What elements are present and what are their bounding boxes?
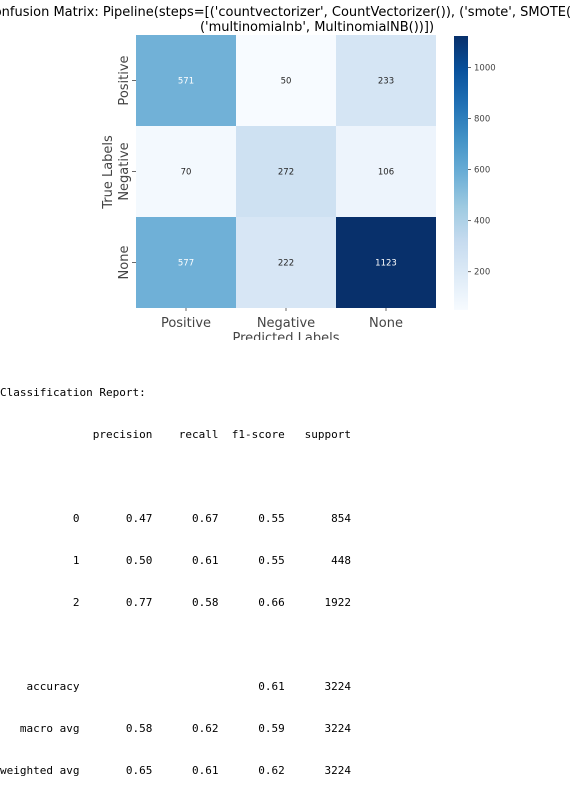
report-line: [0, 638, 570, 652]
colorbar-tick-label: 400: [474, 217, 490, 227]
report-heading: Classification Report:: [0, 386, 146, 399]
y-axis-label: True Labels: [101, 135, 116, 210]
heatmap-cell: [236, 217, 336, 308]
heatmap-cell-value: 272: [278, 168, 294, 178]
chart-title: Confusion Matrix: Pipeline(steps=[('coun…: [0, 5, 570, 20]
heatmap-cell-value: 222: [278, 259, 294, 269]
heatmap-cell: [336, 126, 436, 217]
x-tick-labels: Positive Negative None: [161, 308, 403, 331]
colorbar-tick-label: 800: [474, 114, 490, 124]
confusion-matrix-figure: Confusion Matrix: Pipeline(steps=[('coun…: [0, 5, 570, 340]
report-line: macro avg 0.58 0.62 0.59 3224: [0, 722, 351, 735]
heatmap-cells: 571 50 233 70 272 106 577 222 1123: [136, 35, 436, 308]
heatmap-cell-value: 106: [378, 168, 394, 178]
heatmap-cell: [336, 35, 436, 126]
x-tick-label: None: [369, 316, 403, 331]
heatmap-cell-value: 571: [178, 77, 194, 87]
report-line: weighted avg 0.65 0.61 0.62 3224: [0, 764, 351, 777]
y-tick-labels: Positive Negative None: [117, 55, 136, 279]
heatmap-cell-value: 70: [181, 168, 192, 178]
heatmap-cell-value: 577: [178, 259, 194, 269]
chart-title-line2: ('multinomialnb', MultinomialNB())]): [200, 20, 434, 35]
y-tick-label: Positive: [117, 55, 132, 105]
report-line: 1 0.50 0.61 0.55 448: [0, 554, 351, 567]
x-tick-label: Positive: [161, 316, 211, 331]
y-tick-label: None: [117, 246, 132, 280]
report-line: accuracy 0.61 3224: [0, 680, 351, 693]
colorbar-ticks: 200 400 600 800 1000: [468, 63, 496, 278]
y-tick-label: Negative: [117, 142, 132, 200]
colorbar: [454, 36, 468, 310]
classification-report: Classification Report: precision recall …: [0, 358, 570, 777]
heatmap-cell: [136, 35, 236, 126]
heatmap-cell: [236, 35, 336, 126]
colorbar-tick-label: 1000: [474, 63, 496, 73]
colorbar-tick-label: 600: [474, 166, 490, 176]
report-line: precision recall f1-score support: [0, 428, 351, 441]
heatmap-cell-value: 1123: [375, 259, 397, 269]
heatmap-cell: [136, 126, 236, 217]
heatmap-cell-value: 233: [378, 77, 394, 87]
report-line: 2 0.77 0.58 0.66 1922: [0, 596, 351, 609]
heatmap-cell: [136, 217, 236, 308]
heatmap-cell: [336, 217, 436, 308]
x-axis-label: Predicted Labels: [232, 331, 339, 340]
x-tick-label: Negative: [257, 316, 315, 331]
heatmap-cell: [236, 126, 336, 217]
report-line: 0 0.47 0.67 0.55 854: [0, 512, 351, 525]
colorbar-tick-label: 200: [474, 268, 490, 278]
heatmap-cell-value: 50: [281, 77, 292, 87]
report-line: [0, 470, 570, 484]
